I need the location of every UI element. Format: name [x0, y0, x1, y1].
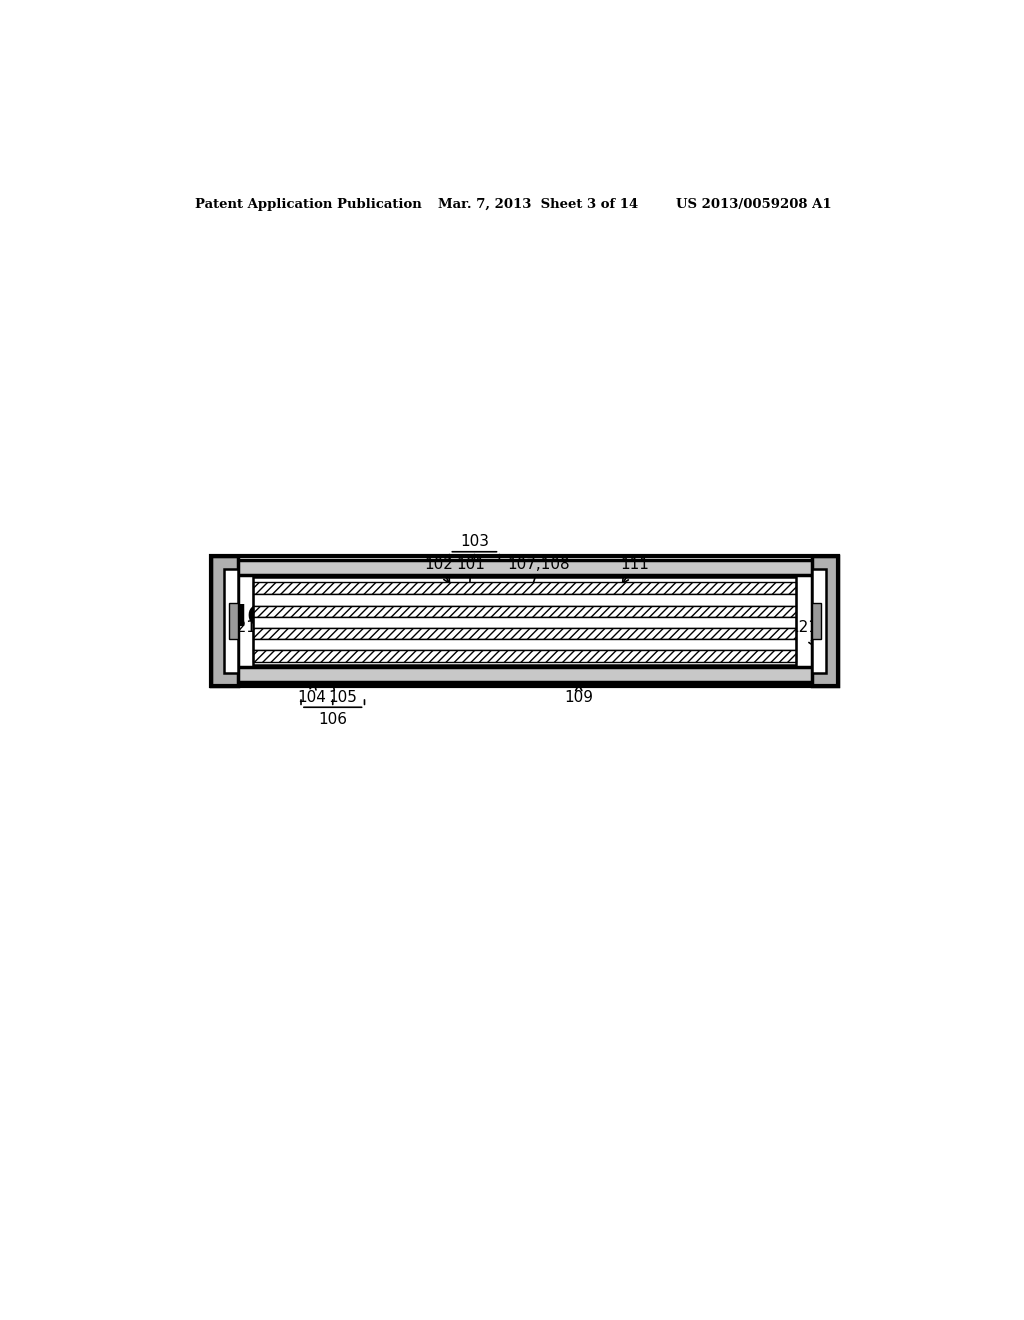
Text: 101: 101 — [457, 557, 485, 590]
Text: 106: 106 — [318, 711, 347, 727]
Text: 121: 121 — [227, 620, 256, 647]
Bar — [253, 582, 797, 594]
Bar — [224, 569, 238, 673]
Bar — [253, 606, 797, 616]
Bar — [812, 569, 825, 673]
Bar — [228, 603, 238, 639]
Text: 102: 102 — [425, 557, 454, 583]
Text: Mar. 7, 2013  Sheet 3 of 14: Mar. 7, 2013 Sheet 3 of 14 — [437, 198, 638, 211]
Bar — [231, 560, 818, 576]
Text: 104: 104 — [297, 684, 326, 705]
Text: US 2013/0059208 A1: US 2013/0059208 A1 — [676, 198, 831, 211]
Bar — [253, 594, 797, 606]
Text: 111: 111 — [620, 557, 649, 583]
Text: 100: 100 — [336, 620, 371, 652]
Bar — [253, 651, 797, 661]
Bar — [812, 556, 839, 686]
Text: 121: 121 — [790, 620, 818, 647]
Bar — [231, 667, 818, 682]
Bar — [253, 616, 797, 628]
Bar — [812, 603, 821, 639]
Text: 105: 105 — [329, 684, 357, 705]
Bar — [253, 577, 797, 664]
Text: 103: 103 — [460, 535, 488, 549]
Text: 107,108: 107,108 — [508, 557, 570, 606]
Bar — [253, 639, 797, 651]
Bar — [211, 556, 839, 686]
Text: Patent Application Publication: Patent Application Publication — [196, 198, 422, 211]
Text: 109: 109 — [564, 684, 593, 705]
Bar — [253, 628, 797, 639]
Text: FIG. 3: FIG. 3 — [215, 603, 315, 632]
Bar — [211, 556, 238, 686]
